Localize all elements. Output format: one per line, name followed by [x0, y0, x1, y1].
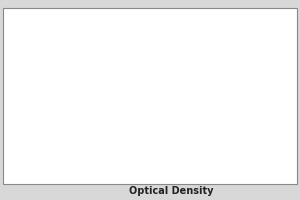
Y-axis label: Concentration(ng/mL): Concentration(ng/mL)	[22, 46, 31, 138]
X-axis label: Optical Density: Optical Density	[129, 186, 213, 196]
